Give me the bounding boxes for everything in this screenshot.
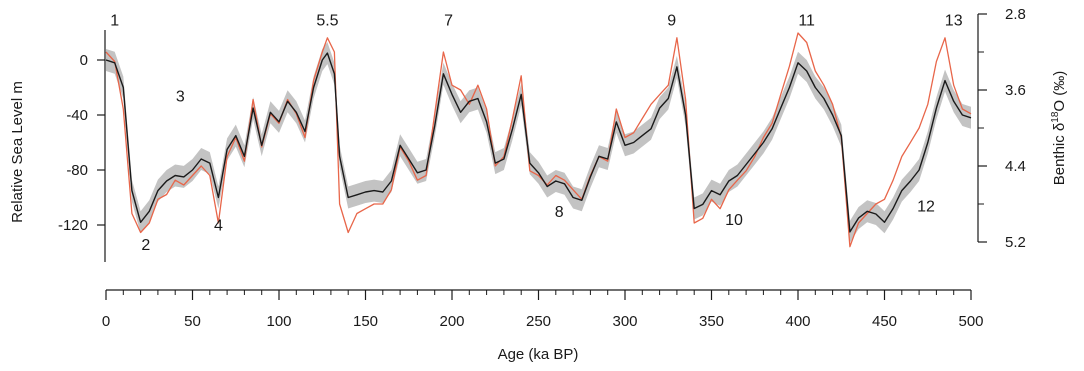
y-left-tick-label: -40 — [66, 107, 88, 124]
x-tick-label: 350 — [699, 313, 724, 330]
x-tick-label: 500 — [958, 313, 983, 330]
x-tick-label: 250 — [526, 313, 551, 330]
x-axis-label: Age (ka BP) — [498, 346, 579, 363]
stage-label: 8 — [555, 204, 564, 221]
stage-label: 9 — [667, 13, 676, 30]
y-left-tick-label: 0 — [80, 52, 88, 69]
y-right-tick-label: 5.2 — [1005, 234, 1026, 251]
benthic-d18O-line — [105, 32, 972, 248]
stage-label: 1 — [110, 13, 119, 30]
sea-level-mean-line — [105, 52, 972, 233]
stage-label: 10 — [725, 212, 743, 229]
stage-label: 4 — [214, 218, 223, 235]
y-left-axis-label: Relative Sea Level m — [9, 81, 26, 223]
y-left-tick-label: -80 — [66, 162, 88, 179]
stage-label: 12 — [917, 198, 935, 215]
stage-label: 13 — [945, 13, 963, 30]
x-tick-label: 150 — [353, 313, 378, 330]
y-right-tick-label: 4.4 — [1005, 158, 1026, 175]
y-right-axis-label: Benthic δ18O (‰) — [1050, 71, 1068, 186]
x-tick-label: 200 — [439, 313, 464, 330]
x-tick-label: 0 — [102, 313, 110, 330]
y-right-tick-label: 3.6 — [1005, 82, 1026, 99]
series-lines — [105, 32, 972, 248]
stage-label: 2 — [141, 237, 150, 254]
y-right-ticks: 2.8 3.6 4.4 5.2 — [978, 6, 1026, 251]
x-tick-label: 450 — [872, 313, 897, 330]
x-tick-label: 50 — [184, 313, 201, 330]
y-left-ticks: 0 -40 -80 -120 — [58, 52, 105, 234]
stage-label: 11 — [798, 13, 815, 30]
y-left-tick-label: -120 — [58, 217, 88, 234]
y-right-tick-label: 2.8 — [1005, 6, 1026, 23]
stage-label: 5.5 — [316, 13, 338, 30]
x-tick-label: 400 — [785, 313, 810, 330]
x-tick-label: 300 — [612, 313, 637, 330]
x-tick-label: 100 — [266, 313, 291, 330]
x-ticks: 0 50 100 150 200 250 300 350 400 450 500 — [102, 290, 984, 330]
stage-label: 3 — [176, 88, 185, 105]
stage-label: 7 — [444, 13, 453, 30]
